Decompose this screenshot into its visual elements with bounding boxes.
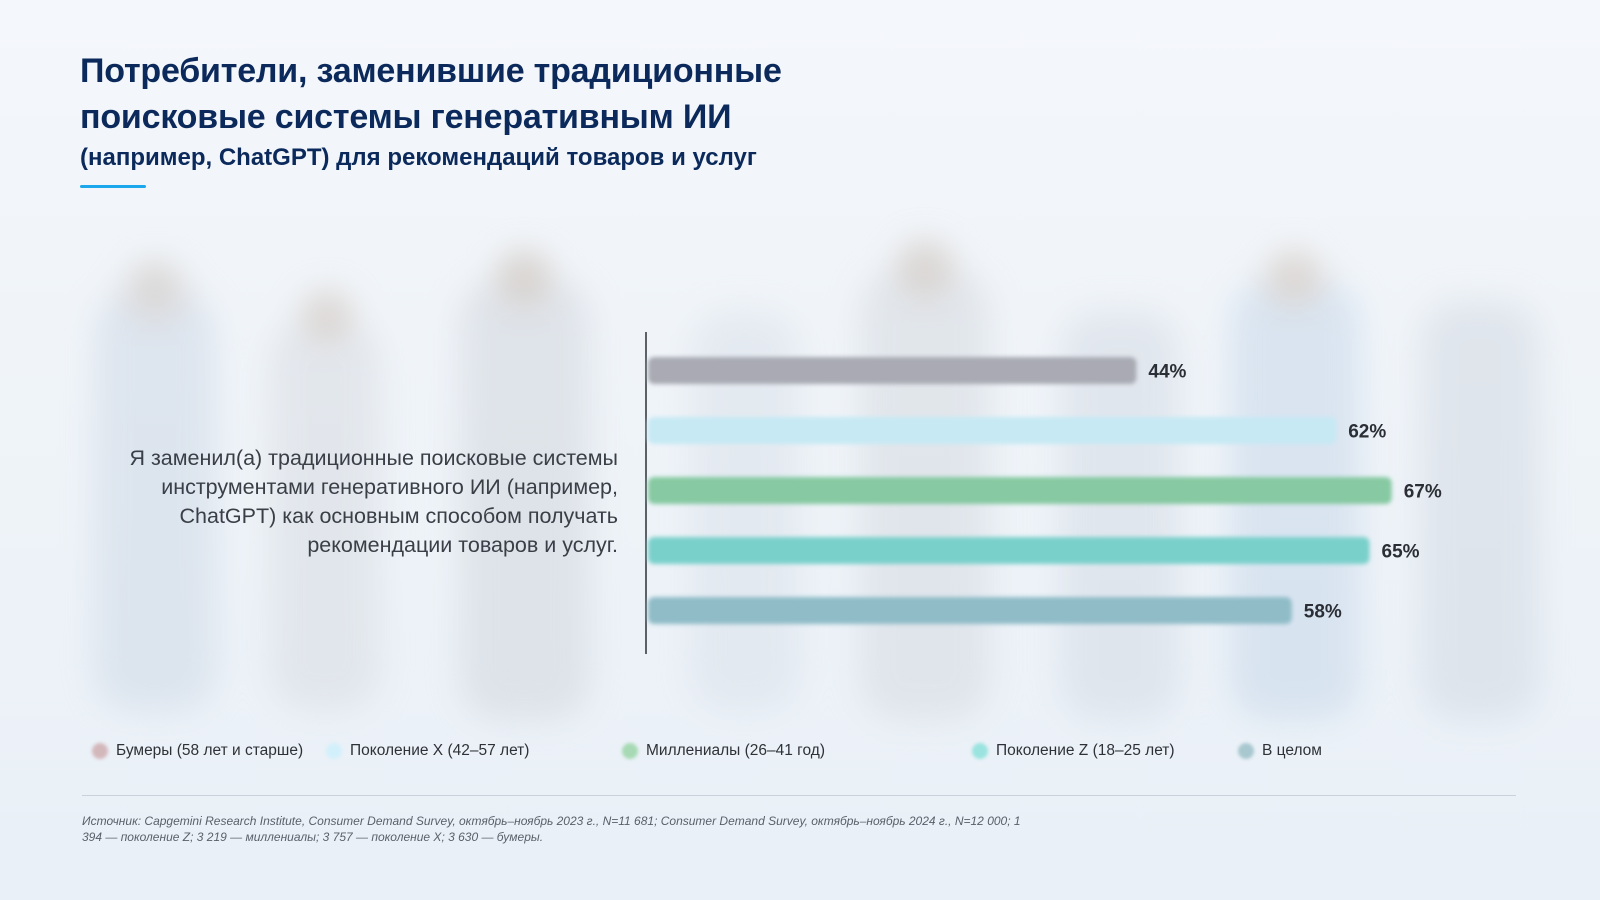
chart-axis-line xyxy=(645,332,647,654)
circle-dot-icon xyxy=(92,743,108,759)
bar-5 xyxy=(648,597,1292,624)
category-label: Я заменил(а) традиционные поисковые сист… xyxy=(129,446,618,557)
legend-item-3: Миллениалы (26–41 год) xyxy=(622,742,825,760)
bar-value-label-5: 58% xyxy=(1304,602,1342,623)
legend-label: Поколение X (42–57 лет) xyxy=(350,742,530,759)
legend-item-4: Поколение Z (18–25 лет) xyxy=(972,742,1175,760)
bar-value-label-4: 65% xyxy=(1382,542,1420,563)
legend-item-1: Бумеры (58 лет и старше) xyxy=(92,742,303,760)
bar-value-label-1: 44% xyxy=(1148,362,1186,383)
legend-label: Поколение Z (18–25 лет) xyxy=(996,742,1175,759)
legend-label: Бумеры (58 лет и старше) xyxy=(116,742,304,759)
bar-value-label-2: 62% xyxy=(1348,422,1386,443)
circle-dot-icon xyxy=(972,743,988,759)
bar-2 xyxy=(648,417,1337,444)
footer-divider xyxy=(82,795,1516,796)
bar-1 xyxy=(648,357,1137,384)
bar-value-label-3: 67% xyxy=(1404,482,1442,503)
page-subtitle: (например, ChatGPT) для рекомендаций тов… xyxy=(80,144,757,171)
page-title-line-1: Потребители, заменившие традиционные xyxy=(80,52,782,90)
circle-dot-icon xyxy=(622,743,638,759)
legend-item-5: В целом xyxy=(1238,742,1322,760)
legend-label: Миллениалы (26–41 год) xyxy=(646,742,825,759)
legend-label: В целом xyxy=(1262,742,1322,759)
legend-item-2: Поколение X (42–57 лет) xyxy=(326,742,529,760)
circle-dot-icon xyxy=(1238,743,1254,759)
title-block: Потребители, заменившие традиционные пои… xyxy=(80,48,980,174)
page-title-line-2: поисковые системы генеративным ИИ xyxy=(80,98,732,136)
chart-legend: Бумеры (58 лет и старше) Поколение X (42–… xyxy=(0,742,1600,766)
bar-4 xyxy=(648,537,1370,564)
title-accent-underline xyxy=(80,185,146,188)
circle-dot-icon xyxy=(326,743,342,759)
bar-3 xyxy=(648,477,1392,504)
source-note: Источник: Capgemini Research Institute, … xyxy=(82,814,1021,844)
